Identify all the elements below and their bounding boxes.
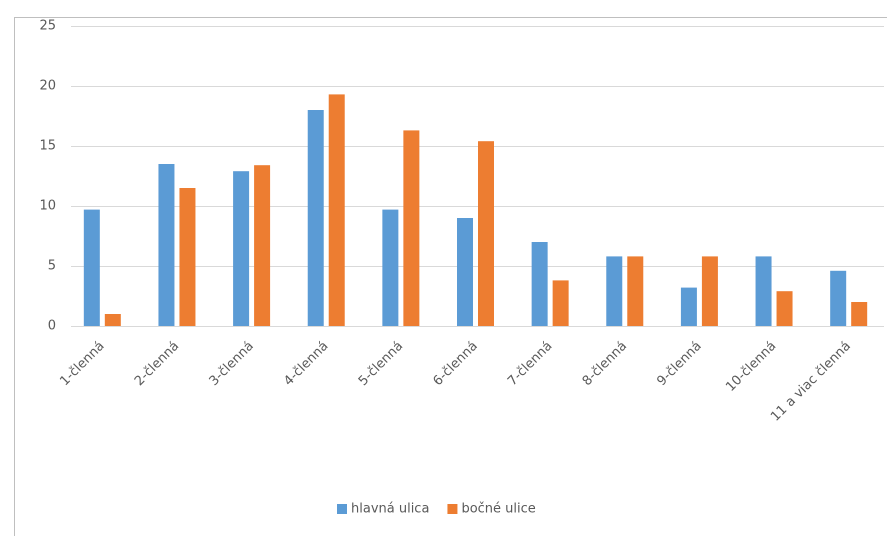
bar <box>254 165 271 326</box>
legend-swatch <box>447 504 458 514</box>
bar <box>680 287 697 326</box>
bar <box>627 256 644 326</box>
bar <box>382 209 399 326</box>
bar <box>478 141 494 326</box>
bar <box>158 164 175 326</box>
bar <box>755 256 772 326</box>
y-tick-label: 5 <box>48 259 56 274</box>
y-tick-label: 25 <box>39 19 56 34</box>
bar <box>851 302 868 326</box>
bar <box>457 218 473 326</box>
bar <box>552 280 569 326</box>
bar <box>776 291 793 326</box>
legend-label: bočné ulice <box>461 502 535 517</box>
y-tick-label: 20 <box>39 79 56 94</box>
y-tick-label: 15 <box>39 139 56 154</box>
y-tick-label: 0 <box>48 319 56 334</box>
y-tick-label: 10 <box>39 199 56 214</box>
bar <box>830 270 847 326</box>
bar <box>606 256 623 326</box>
bar <box>701 256 718 326</box>
legend-swatch <box>337 504 347 514</box>
bar <box>233 171 250 326</box>
bar <box>179 188 196 326</box>
legend-label: hlavná ulica <box>351 502 429 517</box>
bar <box>531 242 548 326</box>
bar <box>403 130 420 326</box>
bar <box>83 209 100 326</box>
bar <box>104 314 121 326</box>
bar <box>328 94 345 327</box>
bar <box>307 110 324 326</box>
